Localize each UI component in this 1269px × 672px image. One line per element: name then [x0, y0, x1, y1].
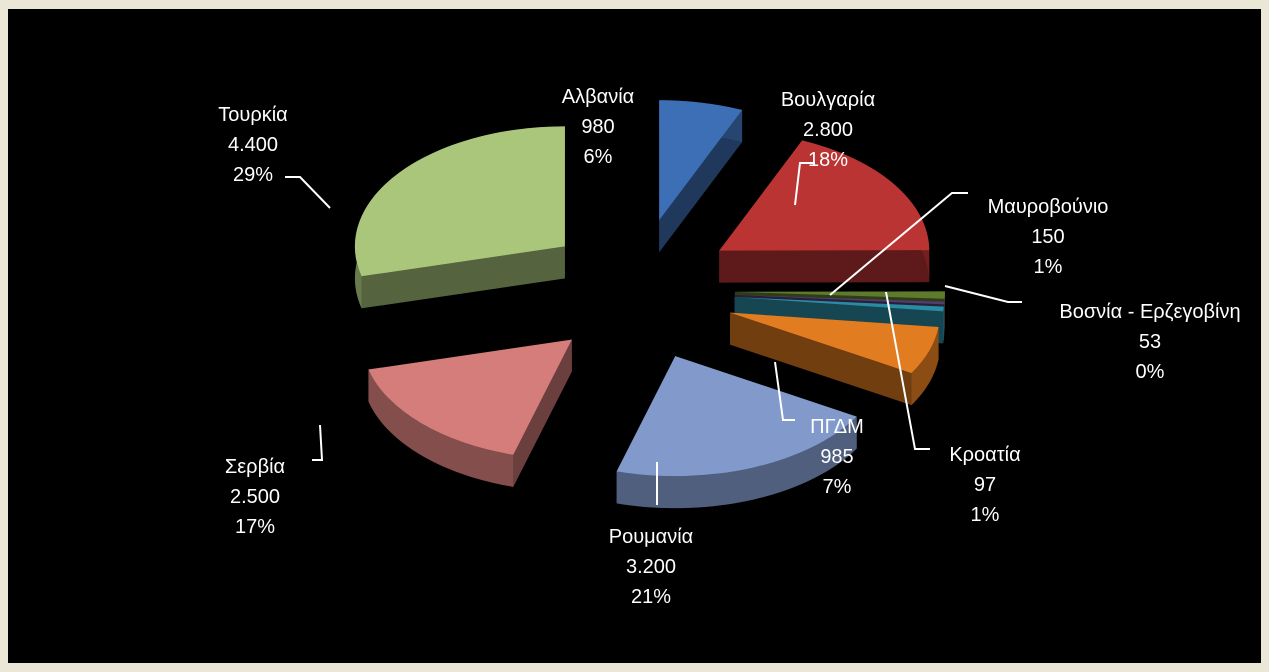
- value-label: 53: [1139, 331, 1161, 353]
- slice: [734, 291, 945, 299]
- category-label: Κροατία: [949, 444, 1020, 466]
- percent-label: 17%: [235, 516, 275, 538]
- percent-label: 6%: [584, 146, 613, 168]
- category-label: Μαυροβούνιο: [988, 196, 1109, 218]
- slice-side: [911, 326, 939, 406]
- slice-edge: [719, 250, 930, 283]
- category-label: Ρουμανία: [609, 526, 694, 548]
- slice: [734, 294, 945, 305]
- value-label: 980: [581, 116, 614, 138]
- percent-label: 21%: [631, 586, 671, 608]
- slice-edge: [513, 339, 572, 487]
- category-label: Σερβία: [225, 456, 285, 478]
- category-label: Βοσνία - Ερζεγοβίνη: [1059, 301, 1240, 323]
- slice-side: [368, 369, 514, 487]
- value-label: 4.400: [228, 134, 278, 156]
- slice: [734, 297, 944, 312]
- category-label: ΠΓΔΜ: [810, 416, 864, 438]
- chart-background: [8, 9, 1261, 663]
- leader-line: [944, 285, 1022, 303]
- leader-line: [774, 361, 795, 421]
- slices: [354, 100, 945, 509]
- percent-label: 29%: [233, 164, 273, 186]
- slice-edge: [361, 246, 565, 309]
- slice: [616, 356, 857, 477]
- slice: [368, 339, 572, 455]
- leader-line: [285, 176, 331, 209]
- slice-side: [943, 306, 944, 344]
- category-label: Αλβανία: [562, 86, 634, 108]
- leader-line: [829, 192, 968, 296]
- slice-side: [616, 416, 857, 509]
- percent-label: 18%: [808, 149, 848, 171]
- value-label: 3.200: [626, 556, 676, 578]
- percent-label: 1%: [971, 504, 1000, 526]
- leader-line: [794, 162, 815, 206]
- leader-line: [885, 291, 930, 450]
- value-label: 2.800: [803, 119, 853, 141]
- category-label: Τουρκία: [218, 104, 287, 126]
- slice: [659, 100, 743, 221]
- category-label: Βουλγαρία: [781, 89, 875, 111]
- value-label: 97: [974, 474, 996, 496]
- slice: [354, 126, 565, 277]
- slice: [730, 312, 939, 374]
- percent-label: 7%: [823, 476, 852, 498]
- leader-line: [312, 424, 324, 461]
- labels: Αλβανία 980 6% Βουλγαρία 2.800 18% Μαυροβούνιο…: [218, 86, 1240, 608]
- slice-edge: [730, 312, 912, 406]
- value-label: 150: [1031, 226, 1064, 248]
- slice-edge: [659, 109, 743, 253]
- percent-label: 1%: [1034, 256, 1063, 278]
- value-label: 985: [820, 446, 853, 468]
- value-label: 2.500: [230, 486, 280, 508]
- slice: [719, 140, 930, 251]
- percent-label: 0%: [1136, 361, 1165, 383]
